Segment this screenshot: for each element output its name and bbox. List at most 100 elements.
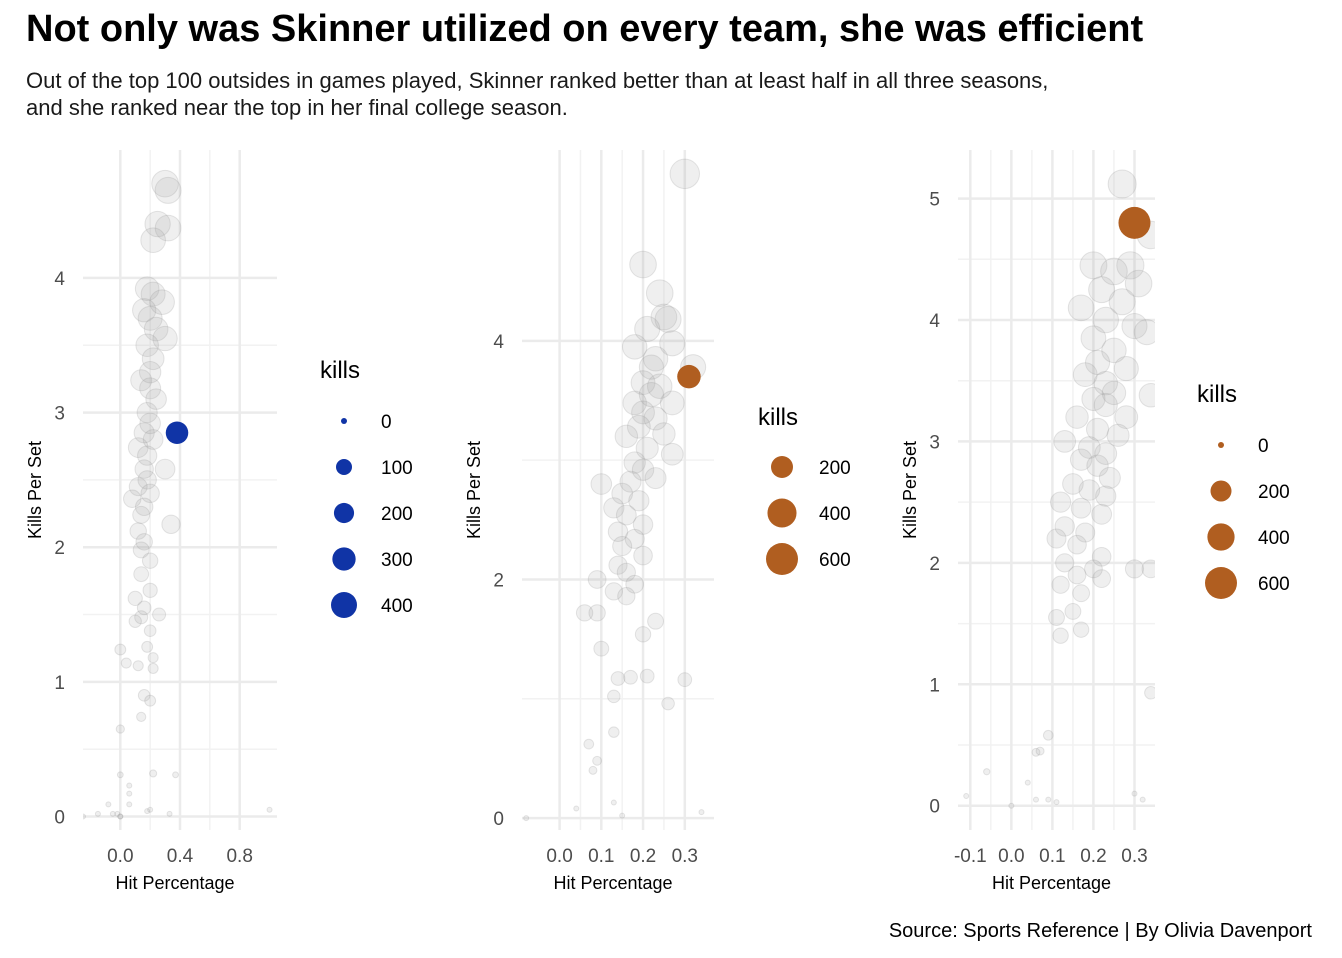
player-point <box>647 373 673 399</box>
player-point <box>652 422 676 446</box>
player-point <box>659 390 685 416</box>
legend-label: 600 <box>819 550 851 571</box>
player-point <box>1024 779 1031 786</box>
player-point <box>140 483 160 504</box>
player-point <box>142 582 158 598</box>
player-point <box>645 279 674 307</box>
player-point <box>1101 380 1127 406</box>
player-point <box>1092 306 1119 334</box>
player-point <box>1093 392 1118 418</box>
legend-title: kills <box>320 357 360 384</box>
player-point <box>643 406 668 431</box>
x-tick-label: 0.1 <box>1039 846 1065 867</box>
player-point <box>1079 251 1108 280</box>
legend-label: 100 <box>381 458 413 479</box>
player-point <box>631 458 655 481</box>
player-point <box>634 626 652 643</box>
legend-key <box>766 543 798 575</box>
player-point <box>642 346 669 372</box>
player-point <box>612 536 633 557</box>
subtitle-line-1: Out of the top 100 outsides in games pla… <box>26 68 1049 93</box>
player-point <box>1078 479 1101 501</box>
y-tick-label: 3 <box>54 404 65 425</box>
player-point <box>133 422 155 444</box>
player-point <box>1046 528 1067 549</box>
legend-label: 200 <box>819 458 851 479</box>
player-point <box>610 671 626 686</box>
x-tick-label: 0.1 <box>588 846 614 867</box>
player-point <box>1101 337 1127 364</box>
player-point <box>659 330 686 357</box>
skinner-point <box>165 421 189 445</box>
y-tick-label: 0 <box>929 797 940 818</box>
subtitle-line-2: and she ranked near the top in her final… <box>26 95 568 120</box>
player-point <box>132 660 144 672</box>
player-point <box>134 610 149 625</box>
y-tick-label: 0 <box>54 808 65 829</box>
player-point <box>154 458 176 480</box>
player-point <box>644 467 667 490</box>
legend-label: 600 <box>1258 574 1290 595</box>
player-points <box>83 169 273 820</box>
source-caption: Source: Sports Reference | By Olivia Dav… <box>888 920 1312 942</box>
player-point <box>109 810 116 817</box>
player-point <box>592 755 603 766</box>
player-point <box>607 521 629 542</box>
player-point <box>1072 584 1091 603</box>
player-point <box>1062 473 1084 495</box>
x-tick-label: 0.4 <box>167 846 194 867</box>
player-point <box>129 522 147 540</box>
player-point <box>588 765 598 775</box>
legend-key <box>333 502 355 524</box>
player-point <box>1121 313 1148 340</box>
player-point <box>523 815 530 822</box>
legend-key <box>1205 567 1237 599</box>
player-point <box>1108 288 1136 316</box>
player-point <box>619 812 626 819</box>
player-point <box>126 790 133 797</box>
player-point <box>1141 559 1155 579</box>
player-point <box>172 771 179 779</box>
player-point <box>631 400 655 425</box>
player-point <box>619 470 642 493</box>
player-point <box>154 176 182 204</box>
y-tick-label: 2 <box>54 538 65 559</box>
player-point <box>660 442 684 466</box>
player-point <box>623 669 638 685</box>
player-point <box>141 552 159 569</box>
player-point <box>1106 423 1130 447</box>
player-point <box>608 726 620 738</box>
player-point <box>133 566 150 583</box>
player-point <box>635 436 659 460</box>
player-point <box>137 689 151 702</box>
player-point <box>105 801 112 808</box>
player-point <box>139 412 161 435</box>
player-point <box>1092 569 1112 589</box>
player-point <box>1067 534 1087 555</box>
player-point <box>1124 559 1145 579</box>
player-point <box>141 640 154 653</box>
legend-key <box>1218 442 1224 448</box>
player-point <box>1086 454 1109 477</box>
player-point <box>1084 559 1103 579</box>
y-tick-label: 4 <box>54 269 65 290</box>
player-point <box>115 724 125 734</box>
player-point <box>1008 802 1015 809</box>
player-point <box>615 504 637 526</box>
player-point <box>126 782 133 789</box>
player-point <box>1064 602 1082 620</box>
legend-label: 400 <box>381 596 413 617</box>
player-point <box>142 429 164 450</box>
player-point <box>669 158 701 190</box>
player-point <box>624 528 645 549</box>
legend-label: 0 <box>381 412 392 433</box>
y-tick-label: 4 <box>493 332 504 353</box>
x-tick-label: 0.0 <box>107 846 133 867</box>
player-point <box>616 562 636 582</box>
player-point <box>144 808 151 815</box>
legend-key <box>1210 480 1232 502</box>
player-point <box>134 276 160 302</box>
panel-1: 0.0 0.4 0.8 0 1 2 3 4 Hit Percentage Kills Per Se… <box>25 150 413 893</box>
player-point <box>136 600 152 616</box>
player-point <box>1067 565 1087 585</box>
